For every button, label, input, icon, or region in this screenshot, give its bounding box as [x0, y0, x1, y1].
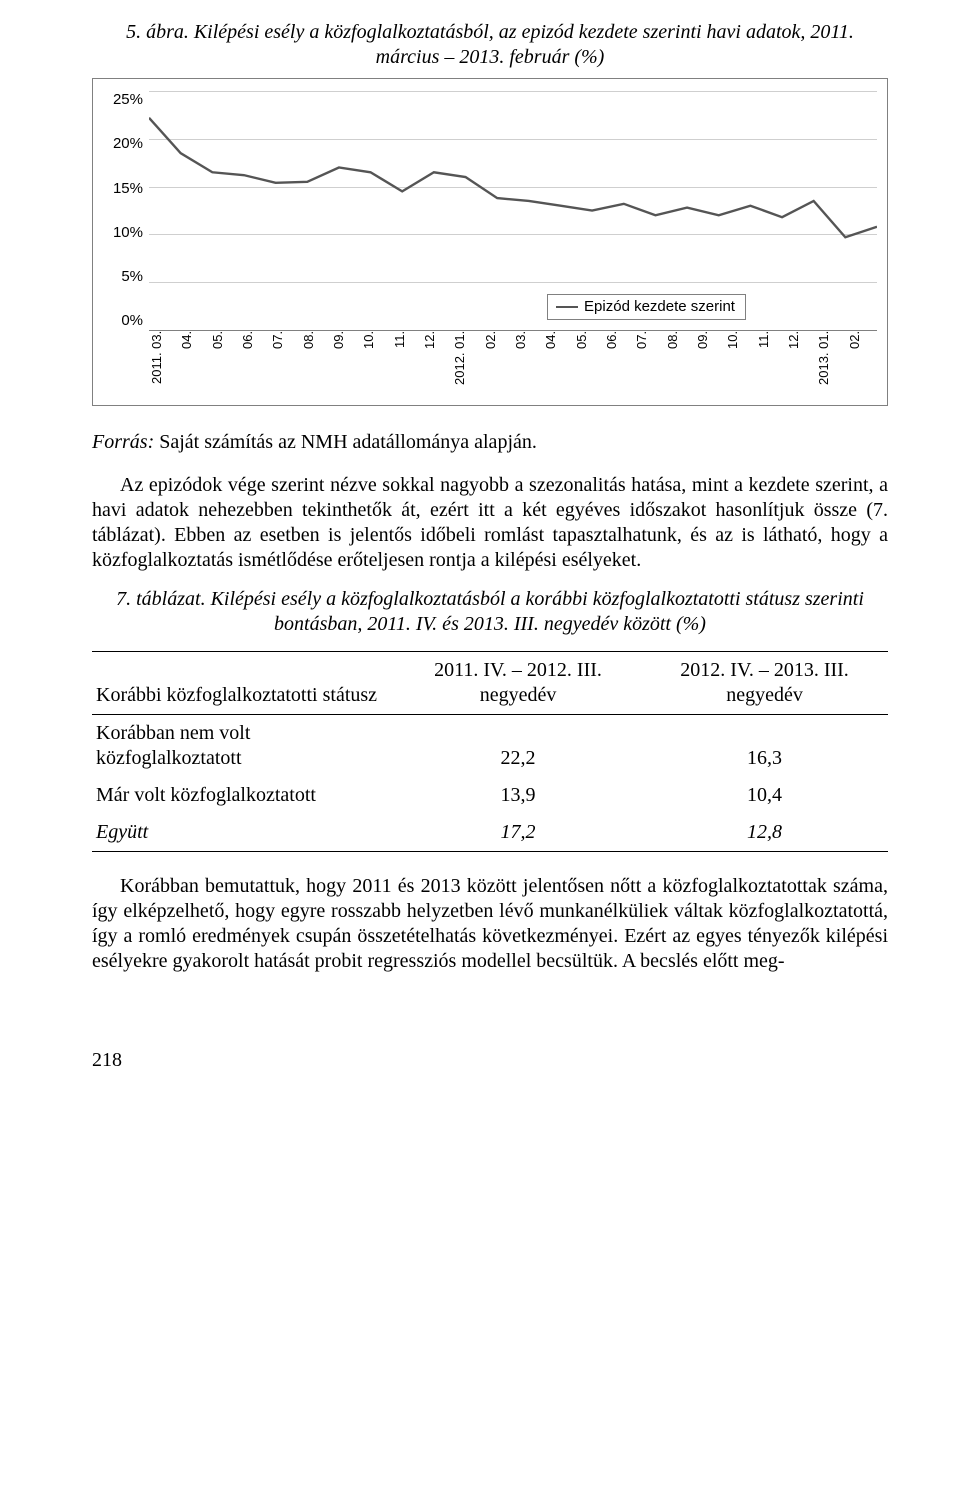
source-label: Forrás:	[92, 431, 154, 453]
x-tick-label: 02.	[847, 331, 877, 395]
table-cell-label: Már volt közfoglalkoztatott	[92, 777, 395, 814]
x-tick-label: 07.	[270, 331, 300, 395]
figure-caption: 5. ábra. Kilépési esély a közfoglalkozta…	[92, 20, 888, 70]
table-cell-value: 13,9	[395, 777, 641, 814]
table-body: Korábban nem volt közfoglalkoztatott22,2…	[92, 715, 888, 852]
x-tick-label: 11.	[392, 331, 422, 395]
x-tick-label: 10.	[361, 331, 391, 395]
x-tick-label: 05.	[210, 331, 240, 395]
x-tick-label: 07.	[634, 331, 664, 395]
x-tick-label: 11.	[756, 331, 786, 395]
x-tick-label: 03.	[513, 331, 543, 395]
x-tick-label: 08.	[665, 331, 695, 395]
table-col-header: 2012. IV. – 2013. III. negyedév	[641, 652, 888, 715]
chart-svg	[149, 91, 877, 330]
x-tick-label: 12.	[422, 331, 452, 395]
x-tick-label: 09.	[331, 331, 361, 395]
x-tick-label: 04.	[179, 331, 209, 395]
x-tick-label: 10.	[725, 331, 755, 395]
x-tick-label: 06.	[604, 331, 634, 395]
table-col-header: 2011. IV. – 2012. III. negyedév	[395, 652, 641, 715]
x-tick-label: 06.	[240, 331, 270, 395]
source-text: Saját számítás az NMH adatállománya alap…	[159, 431, 537, 453]
legend-line-icon	[556, 306, 578, 308]
body-paragraph: Korábban bemutattuk, hogy 2011 és 2013 k…	[92, 874, 888, 974]
table-row: Együtt17,212,8	[92, 814, 888, 852]
table-cell-value: 17,2	[395, 814, 641, 852]
x-tick-label: 08.	[301, 331, 331, 395]
x-tick-label: 2012. 01.	[452, 331, 482, 395]
body-paragraph: Az epizódok vége szerint nézve sokkal na…	[92, 473, 888, 573]
table-header-row: Korábbi közfoglalkoztatotti státusz 2011…	[92, 652, 888, 715]
table-cell-label: Együtt	[92, 814, 395, 852]
chart-plot-area: Epizód kezdete szerint	[149, 91, 877, 331]
table-row: Már volt közfoglalkoztatott13,910,4	[92, 777, 888, 814]
x-tick-label: 02.	[483, 331, 513, 395]
chart-x-axis: 2011. 03.04.05.06.07.08.09.10.11.12.2012…	[149, 331, 877, 395]
table-row-header-label: Korábbi közfoglalkoztatotti státusz	[92, 652, 395, 715]
legend-label: Epizód kezdete szerint	[584, 298, 735, 317]
x-tick-label: 12.	[786, 331, 816, 395]
x-tick-label: 05.	[574, 331, 604, 395]
table-cell-label: Korábban nem volt közfoglalkoztatott	[92, 715, 395, 778]
chart-y-axis: 25% 20% 15% 10% 5% 0%	[103, 91, 149, 331]
x-tick-label: 2011. 03.	[149, 331, 179, 395]
chart-series-line	[149, 118, 877, 238]
y-tick-label: 5%	[121, 268, 143, 287]
y-tick-label: 15%	[113, 180, 143, 199]
table-row: Korábban nem volt közfoglalkoztatott22,2…	[92, 715, 888, 778]
table-cell-value: 12,8	[641, 814, 888, 852]
page-number: 218	[92, 1048, 888, 1073]
figure-source: Forrás: Saját számítás az NMH adatállomá…	[92, 430, 888, 455]
table-caption: 7. táblázat. Kilépési esély a közfoglalk…	[92, 587, 888, 637]
y-tick-label: 25%	[113, 91, 143, 110]
y-tick-label: 0%	[121, 312, 143, 331]
y-tick-label: 10%	[113, 224, 143, 243]
x-tick-label: 04.	[543, 331, 573, 395]
x-tick-label: 2013. 01.	[816, 331, 846, 395]
y-tick-label: 20%	[113, 135, 143, 154]
chart-container: 25%20%15%10%5%0% Epizód kezdete szerint …	[92, 78, 888, 406]
table-cell-value: 22,2	[395, 715, 641, 778]
x-tick-label: 09.	[695, 331, 725, 395]
chart-legend: Epizód kezdete szerint	[547, 294, 746, 321]
table-cell-value: 16,3	[641, 715, 888, 778]
table-cell-value: 10,4	[641, 777, 888, 814]
data-table: Korábbi közfoglalkoztatotti státusz 2011…	[92, 651, 888, 852]
